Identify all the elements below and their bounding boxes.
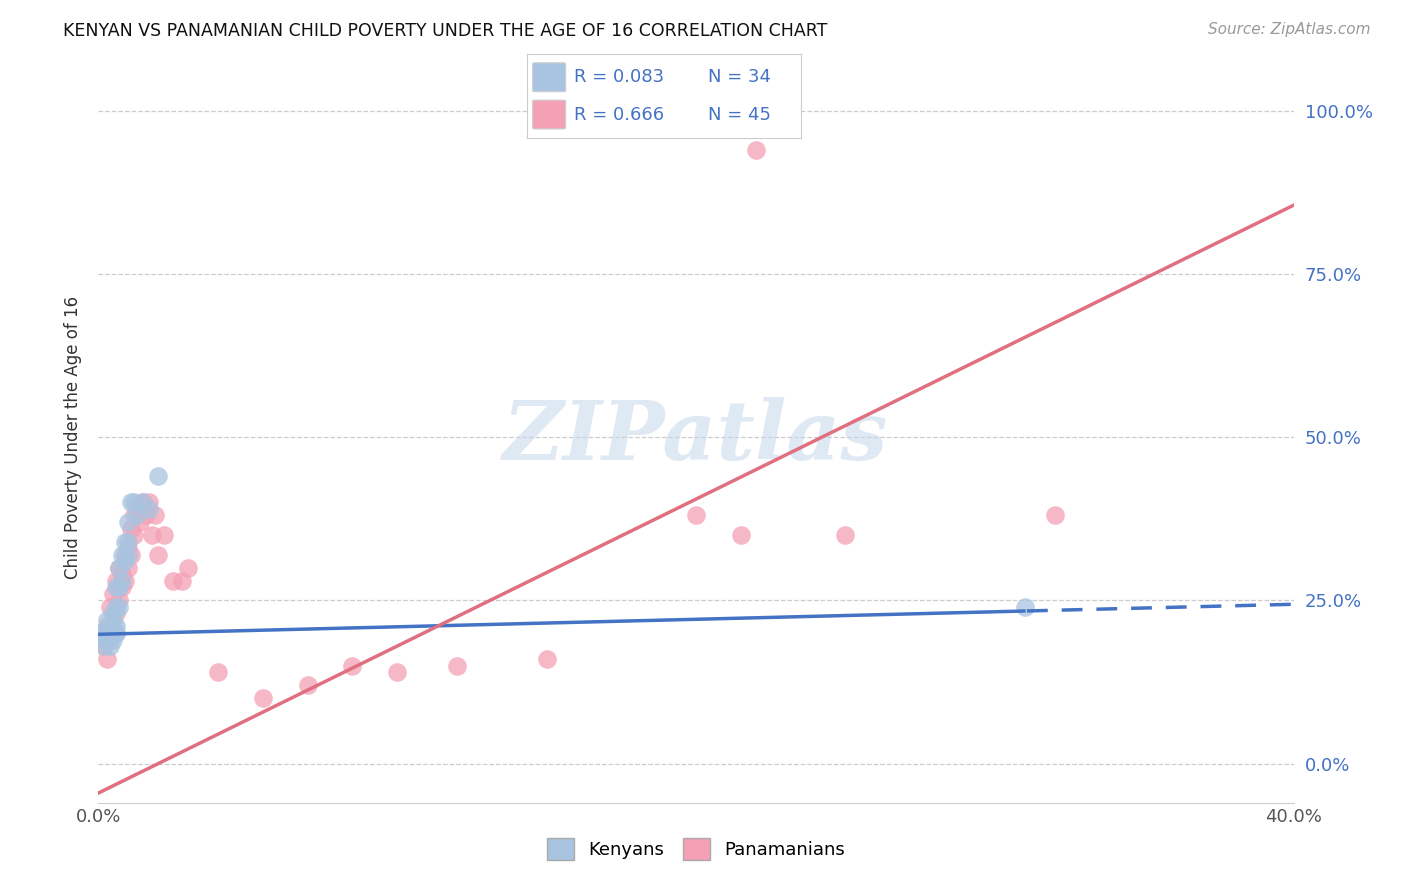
Point [162,574,184,588]
Point [120,548,142,562]
FancyBboxPatch shape [533,100,565,129]
Point [129,515,152,529]
Point [105,574,128,588]
Text: KENYAN VS PANAMANIAN CHILD POVERTY UNDER THE AGE OF 16 CORRELATION CHART: KENYAN VS PANAMANIAN CHILD POVERTY UNDER… [63,22,828,40]
Point [96,613,118,627]
Point [120,495,142,509]
Point [105,626,128,640]
Point [536,652,558,666]
Point [114,534,136,549]
Point [103,613,125,627]
Point [114,548,136,562]
Point [120,521,142,535]
Point [132,495,155,509]
Point [114,554,136,568]
Point [252,691,274,706]
Point [124,495,146,509]
Point [111,548,134,562]
Text: R = 0.083: R = 0.083 [574,69,664,87]
Text: R = 0.666: R = 0.666 [574,105,664,123]
Point [108,580,131,594]
Point [103,613,125,627]
Point [124,508,146,523]
Point [138,502,160,516]
Point [138,495,160,509]
Point [105,607,128,621]
Point [127,508,149,523]
Point [98,626,122,640]
Y-axis label: Child Poverty Under the Age of 16: Child Poverty Under the Age of 16 [65,295,83,579]
Point [141,528,163,542]
Point [90,626,112,640]
Point [143,508,166,523]
Point [385,665,409,680]
Point [117,541,139,555]
Point [117,560,139,574]
Point [177,560,200,574]
Point [132,495,155,509]
Point [114,574,136,588]
Text: N = 45: N = 45 [709,105,772,123]
Point [117,548,139,562]
Point [108,560,131,574]
Point [93,626,115,640]
Point [93,639,115,653]
FancyBboxPatch shape [533,62,565,92]
Point [148,469,170,483]
Point [1043,508,1066,523]
Point [98,639,122,653]
Point [745,143,768,157]
Point [108,599,131,614]
Point [108,593,131,607]
Point [117,534,139,549]
Point [98,599,122,614]
Point [96,632,118,647]
Point [685,508,707,523]
Point [108,560,131,574]
Point [96,652,118,666]
Point [93,639,115,653]
Text: Source: ZipAtlas.com: Source: ZipAtlas.com [1208,22,1371,37]
Point [105,626,128,640]
Point [105,580,128,594]
Point [103,587,125,601]
Point [111,567,134,582]
Point [124,528,146,542]
Point [834,528,856,542]
Point [103,632,125,647]
Point [96,626,118,640]
Point [207,665,229,680]
Point [98,619,122,633]
Point [105,599,128,614]
Point [297,678,319,692]
Legend: Kenyans, Panamanians: Kenyans, Panamanians [540,830,852,867]
Point [90,626,112,640]
Point [96,619,118,633]
Text: ZIPatlas: ZIPatlas [503,397,889,477]
Point [342,658,364,673]
Point [105,619,128,633]
Text: N = 34: N = 34 [709,69,772,87]
Point [111,580,134,594]
Point [127,502,149,516]
Point [111,574,134,588]
Point [135,508,157,523]
Point [148,548,170,562]
Point [446,658,468,673]
Point [153,528,176,542]
Point [103,607,125,621]
Point [730,528,752,542]
Point [1014,599,1036,614]
Point [172,574,194,588]
Point [117,515,139,529]
